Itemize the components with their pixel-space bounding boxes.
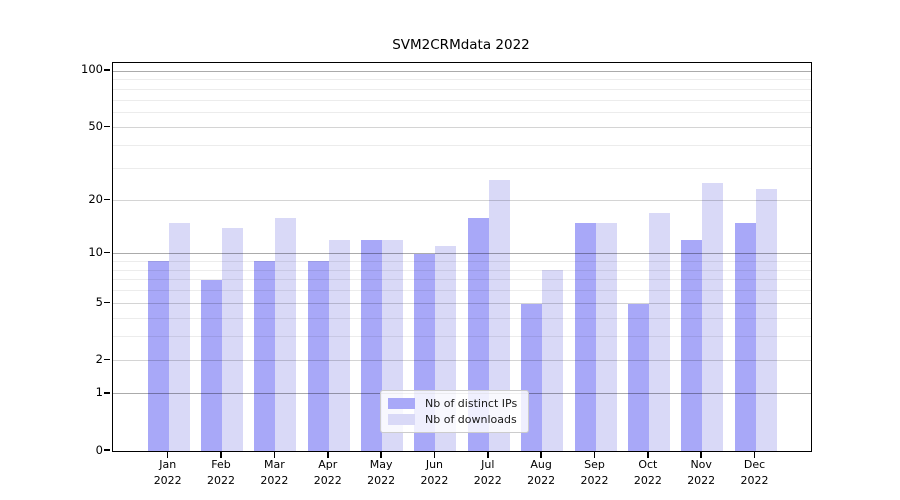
- plot-area: [112, 62, 812, 452]
- bar-downloads-sep: [595, 222, 617, 451]
- bar-distinct-ips-sep: [574, 222, 596, 451]
- y-tick-label-10: 10: [88, 245, 103, 260]
- x-tick-label-jul: Jul 2022: [473, 458, 502, 487]
- x-tick-mar: [273, 451, 276, 458]
- x-tick-label-jun: Jun 2022: [420, 458, 449, 487]
- bar-distinct-ips-dec: [734, 222, 756, 451]
- bar-downloads-nov: [702, 182, 724, 451]
- bar-downloads-mar: [275, 217, 297, 451]
- x-tick-jul: [487, 451, 489, 458]
- legend-swatch-distinct-ips: [388, 398, 415, 409]
- y-tick-label-100: 100: [81, 62, 103, 77]
- gridline-y-30: [113, 167, 811, 169]
- bar-downloads-feb: [222, 228, 244, 451]
- x-tick-label-sep: Sep 2022: [580, 458, 609, 487]
- y-tick-20: [104, 198, 110, 201]
- x-tick-label-mar: Mar 2022: [260, 458, 289, 487]
- y-tick-label-5: 5: [95, 294, 103, 309]
- bar-distinct-ips-oct: [627, 303, 649, 451]
- bar-distinct-ips-apr: [307, 261, 329, 451]
- y-tick-label-20: 20: [88, 191, 103, 206]
- x-tick-label-dec: Dec 2022: [740, 458, 769, 487]
- bar-distinct-ips-mar: [254, 261, 276, 451]
- x-tick-nov: [700, 451, 702, 458]
- y-tick-label-0: 0: [95, 442, 103, 457]
- bar-distinct-ips-jan: [147, 261, 169, 451]
- y-tick-5: [104, 301, 110, 304]
- x-tick-feb: [220, 451, 222, 458]
- gridline-y-90: [113, 79, 811, 81]
- x-tick-may: [380, 451, 382, 458]
- x-tick-jun: [433, 451, 436, 458]
- legend-swatch-downloads: [388, 414, 415, 425]
- gridline-y-80: [113, 88, 811, 90]
- x-tick-dec: [753, 451, 756, 458]
- legend-label-downloads: Nb of downloads: [425, 413, 517, 426]
- bar-downloads-jan: [168, 222, 190, 451]
- gridline-y-50: [113, 126, 811, 128]
- legend-label-distinct-ips: Nb of distinct IPs: [425, 397, 518, 410]
- bar-downloads-dec: [755, 189, 777, 451]
- chart-title: SVM2CRMdata 2022: [392, 37, 530, 53]
- y-tick-10: [104, 251, 110, 254]
- x-tick-label-feb: Feb 2022: [207, 458, 236, 487]
- x-tick-label-jan: Jan 2022: [153, 458, 182, 487]
- x-tick-label-apr: Apr 2022: [313, 458, 342, 487]
- x-tick-jan: [166, 451, 169, 458]
- x-tick-label-may: May 2022: [367, 458, 396, 487]
- gridline-y-60: [113, 112, 811, 114]
- y-tick-label-1: 1: [95, 385, 103, 400]
- gridline-y-40: [113, 144, 811, 146]
- bar-downloads-jul: [488, 179, 510, 451]
- bar-distinct-ips-may: [361, 239, 383, 451]
- bar-distinct-ips-nov: [681, 239, 703, 451]
- y-tick-label-50: 50: [88, 118, 103, 133]
- y-tick-50: [104, 125, 110, 127]
- gridline-y-70: [113, 99, 811, 101]
- gridline-y-100: [113, 70, 811, 72]
- bar-downloads-aug: [542, 270, 564, 451]
- x-tick-label-aug: Aug 2022: [527, 458, 556, 487]
- x-tick-sep: [593, 451, 596, 458]
- legend: Nb of distinct IPs Nb of downloads: [380, 390, 530, 433]
- x-tick-oct: [647, 451, 649, 458]
- bar-downloads-oct: [648, 213, 670, 451]
- y-tick-0: [104, 449, 110, 451]
- legend-entry-downloads: Nb of downloads: [388, 413, 517, 426]
- y-tick-2: [104, 358, 110, 361]
- y-tick-label-2: 2: [95, 352, 103, 367]
- x-tick-label-nov: Nov 2022: [687, 458, 716, 487]
- y-tick-1: [104, 392, 110, 394]
- x-tick-label-oct: Oct 2022: [633, 458, 662, 487]
- y-tick-100: [104, 69, 110, 71]
- x-tick-aug: [540, 451, 542, 458]
- legend-entry-distinct-ips: Nb of distinct IPs: [388, 397, 517, 410]
- x-tick-apr: [327, 451, 329, 458]
- bar-distinct-ips-feb: [201, 279, 223, 451]
- bar-downloads-apr: [328, 239, 350, 451]
